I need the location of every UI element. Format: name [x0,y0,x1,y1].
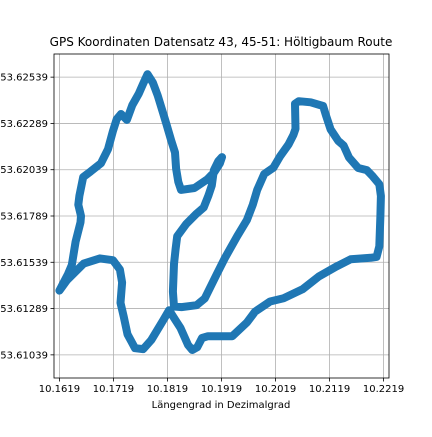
x-tick-label: 10.1619 [39,384,80,395]
x-tick-label: 10.2119 [309,384,350,395]
y-tick-label: 53.62039 [0,165,48,176]
y-tick-label: 53.61539 [0,258,48,269]
x-tick-label: 10.1819 [147,384,188,395]
tick-marks: 10.1619 10.1719 10.1819 10.1919 10.2019 10.21… [0,73,404,395]
y-tick-label: 53.61289 [0,304,48,315]
x-tick-label: 10.2219 [363,384,404,395]
chart-title: GPS Koordinaten Datensatz 43, 45-51: Höl… [50,35,393,49]
y-tick-label: 53.62539 [0,73,48,84]
y-tick-label: 53.61789 [0,212,48,223]
x-axis-label: Längengrad in Dezimalgrad [152,400,291,411]
x-tick-label: 10.1919 [201,384,242,395]
series-layer [55,70,385,354]
gps-route-line [55,70,385,354]
y-tick-label: 53.62289 [0,119,48,130]
x-tick-label: 10.2019 [255,384,296,395]
y-tick-label: 53.61039 [0,350,48,361]
x-tick-label: 10.1719 [93,384,134,395]
